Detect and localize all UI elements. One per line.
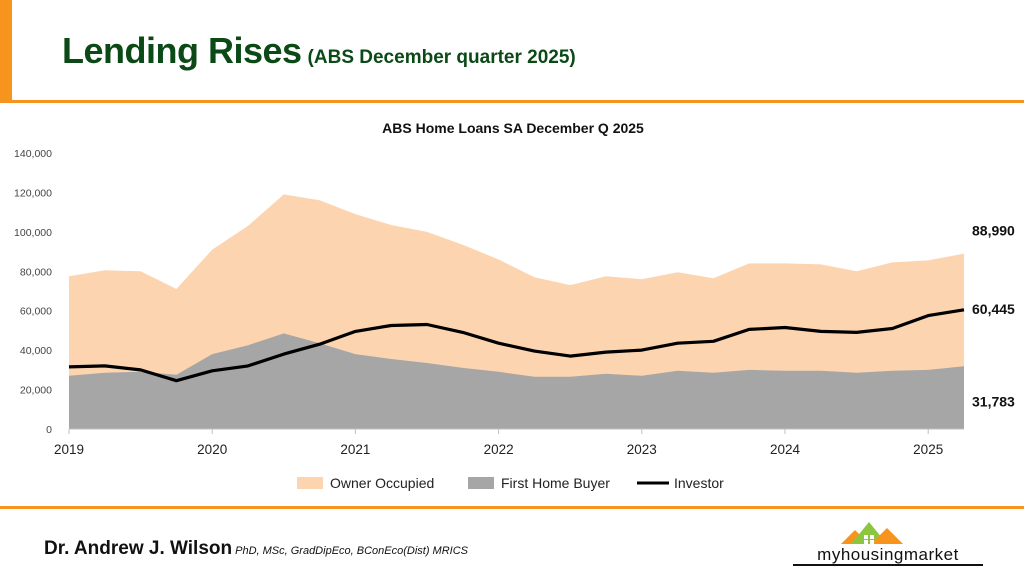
home-loans-chart: ABS Home Loans SA December Q 2025 0 20,00… <box>14 120 1015 491</box>
slide-title: Lending Rises (ABS December quarter 2025) <box>62 30 576 72</box>
bottom-divider <box>0 506 1024 509</box>
y-tick-label: 60,000 <box>20 306 52 318</box>
author-block: Dr. Andrew J. Wilson PhD, MSc, GradDipEco… <box>44 538 468 560</box>
top-divider <box>0 100 1024 103</box>
y-tick-label: 100,000 <box>14 227 52 239</box>
title-subtitle: (ABS December quarter 2025) <box>307 47 576 68</box>
legend-label: Investor <box>674 475 724 491</box>
investor-line <box>68 308 965 383</box>
author-credentials: PhD, MSc, GradDipEco, BConEco(Dist) MRIC… <box>235 545 468 557</box>
first-home-buyer-area <box>69 333 964 429</box>
legend-swatch <box>297 477 323 489</box>
legend-swatch <box>468 477 494 489</box>
author-name: Dr. Andrew J. Wilson <box>44 538 233 559</box>
x-tick-label: 2019 <box>54 442 84 457</box>
x-tick-label: 2022 <box>484 442 514 457</box>
house-roof-icon <box>841 522 903 544</box>
title-main: Lending Rises <box>62 30 302 71</box>
accent-bar <box>0 0 12 100</box>
x-tick-label: 2023 <box>627 442 657 457</box>
legend-label: Owner Occupied <box>330 475 434 491</box>
y-tick-label: 120,000 <box>14 187 52 199</box>
chart-title: ABS Home Loans SA December Q 2025 <box>382 120 644 136</box>
y-tick-label: 0 <box>46 424 52 436</box>
x-tick-label: 2021 <box>340 442 370 457</box>
end-value-label: 60,445 <box>972 301 1015 317</box>
logo-text: myhousingmarket <box>793 546 983 566</box>
x-tick-label: 2025 <box>913 442 943 457</box>
y-tick-label: 40,000 <box>20 345 52 357</box>
end-value-label: 31,783 <box>972 393 1015 409</box>
legend-label: First Home Buyer <box>501 475 610 491</box>
y-tick-label: 80,000 <box>20 266 52 278</box>
x-tick-label: 2024 <box>770 442 801 457</box>
y-tick-label: 140,000 <box>14 148 52 160</box>
y-tick-label: 20,000 <box>20 385 52 397</box>
x-tick-label: 2020 <box>197 442 227 457</box>
end-value-label: 88,990 <box>972 223 1015 239</box>
myhousingmarket-logo: myhousingmarket <box>793 517 983 569</box>
